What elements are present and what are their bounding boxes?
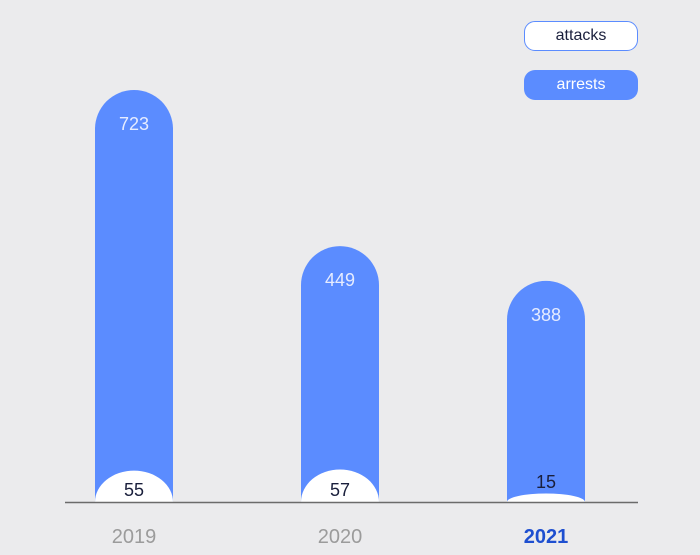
attacks-value-label: 15: [536, 472, 556, 492]
arrests-bar: [507, 280, 585, 502]
legend-item-arrests: arrests: [524, 70, 638, 100]
attacks-bar: [95, 470, 173, 502]
legend-label-attacks: attacks: [555, 27, 607, 44]
arrests-bar: [95, 90, 173, 502]
attacks-bar: [301, 469, 379, 502]
arrests-value-label: 388: [531, 305, 561, 325]
attacks-bar: [507, 493, 585, 502]
arrests-value-label: 723: [119, 114, 149, 134]
arrests-value-label: 449: [325, 270, 355, 290]
x-tick-label: 2020: [318, 526, 363, 548]
x-tick-label: 2019: [112, 526, 157, 548]
x-tick-label: 2021: [524, 526, 569, 548]
arrests-bar: [301, 246, 379, 502]
legend-item-attacks: attacks: [524, 21, 638, 51]
legend-label-arrests: arrests: [556, 76, 606, 93]
attacks-value-label: 55: [124, 480, 144, 500]
attacks-value-label: 57: [330, 480, 350, 500]
